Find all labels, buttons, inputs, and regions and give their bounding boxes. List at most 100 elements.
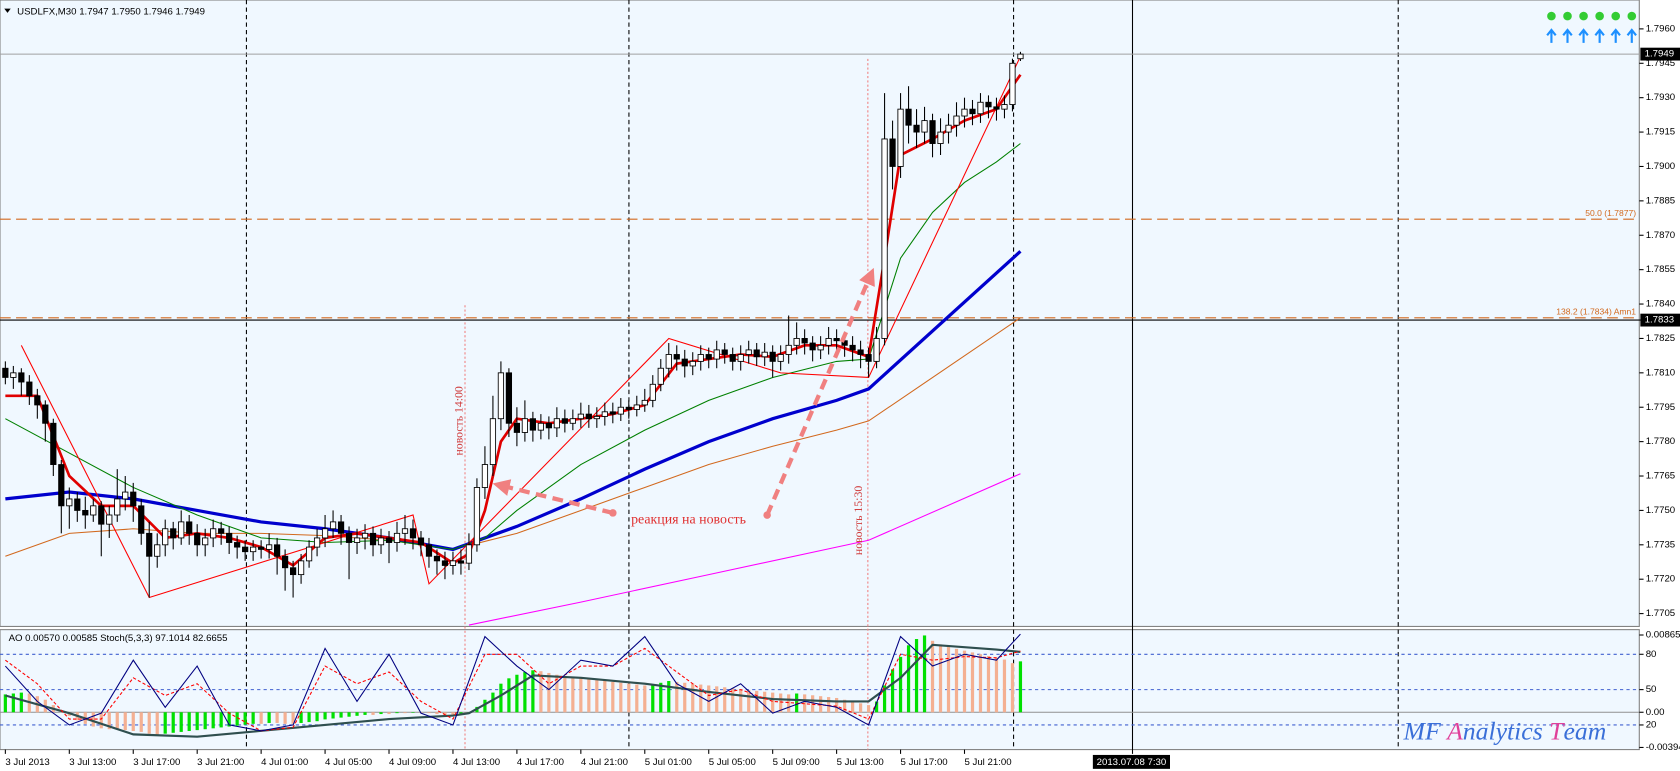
candle-body — [697, 354, 704, 362]
candle-body — [393, 532, 401, 543]
ao-bar — [707, 685, 711, 713]
candle-body — [1017, 53, 1024, 60]
candle-body — [282, 555, 289, 569]
y-tick-label: 1.7765 — [1646, 471, 1675, 482]
candle-body — [1009, 62, 1016, 105]
candle-body — [945, 124, 952, 133]
stoch-line — [5, 643, 1021, 738]
candle-body — [369, 532, 377, 546]
x-tick-label: 4 Jul 09:00 — [389, 757, 436, 768]
ao-bar — [906, 645, 911, 713]
candle-body — [857, 349, 864, 355]
ao-bar — [435, 712, 439, 715]
indicator-line — [20, 56, 1021, 599]
candle-body — [441, 560, 449, 566]
y-tick-label: 1.7720 — [1646, 574, 1675, 585]
candle-body — [889, 138, 896, 167]
candle-body — [1001, 104, 1008, 110]
crosshair-time-label: 2013.07.08 7:30 — [1097, 757, 1167, 768]
ao-bar — [515, 674, 519, 713]
crosshair-price-label: 1.7833 — [1645, 315, 1674, 326]
ao-bar — [187, 712, 191, 732]
candle-body — [681, 358, 688, 367]
ao-bar — [131, 712, 135, 732]
candle-body — [361, 532, 369, 539]
bid-box — [1640, 47, 1680, 61]
ao-bar — [395, 712, 399, 714]
candle-body — [345, 532, 353, 543]
candle-body — [825, 338, 832, 346]
y-tick-label: 1.7885 — [1646, 195, 1675, 206]
ao-bar — [539, 671, 543, 713]
candle-body — [785, 344, 792, 355]
ao-bar — [507, 678, 511, 713]
ao-bar — [643, 685, 647, 713]
period-separators — [245, 0, 1399, 750]
ao-bar — [723, 687, 727, 713]
ao-bar — [986, 655, 991, 713]
candle-body — [250, 546, 257, 553]
y-tick-label: 1.7825 — [1646, 333, 1675, 344]
ao-bar — [379, 712, 383, 715]
candle-body — [489, 418, 497, 465]
candle-body — [977, 101, 984, 115]
main-layer: 1.7960 1.7945 1.7930 1.7915 1.7900 1.7885 1.78… — [0, 23, 1680, 769]
candle-body — [585, 413, 592, 420]
ao-bar — [219, 712, 223, 728]
candle-body — [665, 354, 672, 369]
ao-bar — [307, 712, 311, 723]
indicator-line — [468, 473, 1021, 626]
bid-label: 1.7949 — [1645, 49, 1674, 60]
ao-bar — [787, 694, 791, 713]
ao-bar — [251, 712, 255, 724]
y-tick-label: 80 — [1646, 649, 1657, 660]
candle-body — [337, 521, 345, 534]
x-tick-label: 3 Jul 17:00 — [133, 757, 180, 768]
annotation: реакция на новость — [631, 513, 746, 528]
ao-bar — [771, 692, 775, 713]
candle-body — [226, 532, 233, 543]
ao-bar — [299, 712, 303, 723]
candle-body — [34, 395, 41, 406]
ao-bar — [827, 697, 831, 713]
ao-bar — [811, 695, 815, 713]
y-tick-label: 1.7735 — [1646, 539, 1675, 550]
ao-bar — [283, 712, 287, 724]
candle-body — [449, 560, 457, 566]
candle-body — [737, 354, 744, 362]
candle-body — [186, 521, 193, 534]
candle-body — [961, 108, 968, 117]
arrow-dot — [763, 511, 771, 519]
candle-body — [505, 372, 513, 424]
candle-body — [154, 544, 161, 557]
ao-bar — [235, 712, 239, 726]
candle-body — [74, 498, 81, 511]
ao-bar — [755, 690, 759, 713]
ao-bar — [107, 712, 111, 730]
signal-arrows — [1546, 28, 1637, 43]
y-tick-label: -0.00394 — [1646, 742, 1680, 753]
watermark: MF Analytics Team — [1403, 716, 1607, 745]
y-tick-label: 0.00 — [1646, 707, 1665, 718]
candle-body — [313, 537, 321, 548]
ao-bar — [914, 639, 919, 713]
ao-bar — [355, 712, 359, 716]
y-tick-label: 20 — [1646, 720, 1657, 731]
ao-bar — [139, 712, 143, 732]
candle-body — [401, 528, 409, 534]
ao-bar — [147, 712, 151, 734]
candle-body — [521, 418, 528, 433]
candle-body — [601, 411, 608, 417]
candle-body — [929, 120, 936, 144]
candle-body — [753, 349, 760, 358]
ao-bar — [387, 712, 391, 715]
candle-body — [2, 367, 9, 378]
candle-body — [993, 106, 1000, 110]
ao-bar — [227, 712, 231, 727]
ao-bar — [675, 681, 679, 713]
candle-body — [633, 404, 640, 410]
ao-bar — [587, 679, 591, 713]
candle-body — [497, 372, 505, 420]
candle-body — [305, 546, 313, 562]
